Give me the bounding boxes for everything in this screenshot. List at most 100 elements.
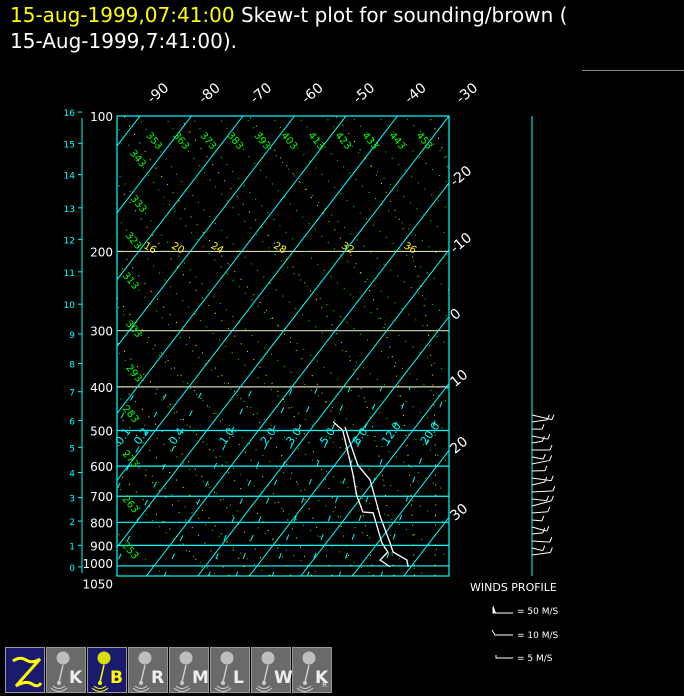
dry-adiabat-line: [137, 116, 449, 434]
isotherm-line: [0, 116, 89, 576]
moist-adiabat-line: [117, 442, 230, 576]
dewpoint-profile-line: [332, 421, 391, 568]
isotherm-label-right: 20: [447, 434, 471, 458]
wind-barb: [531, 511, 548, 514]
moist-adiabat-line: [117, 245, 333, 576]
divider-line: [582, 70, 684, 71]
wind-barb: [531, 490, 553, 493]
wind-barb-feather: [549, 455, 553, 461]
mixing-ratio-line: [380, 386, 449, 576]
title-text-line1: Skew-t plot for sounding/brown (: [234, 3, 568, 27]
pressure-label: 200: [90, 245, 113, 259]
moist-adiabat-line: [117, 341, 292, 576]
height-label: 2: [69, 518, 75, 528]
mixing-ratio-line: [306, 386, 383, 576]
dry-adiabat-line: [163, 116, 449, 404]
pressure-label: 1050: [82, 577, 113, 591]
dry-adiabat-line: [323, 116, 449, 238]
isotherm-line: [117, 116, 347, 415]
isotherm-label-right: 0: [447, 306, 464, 324]
balloon-icon: [255, 651, 275, 692]
isotherm-line: [117, 116, 398, 482]
pressure-label: 400: [90, 381, 113, 395]
dry-adiabat-label: 363: [170, 130, 191, 152]
wind-barb-feather: [547, 433, 551, 440]
moist-adiabat-line: [117, 297, 312, 576]
height-label: 12: [64, 236, 75, 246]
wind-barb-feather: [551, 414, 555, 420]
height-label: 3: [69, 495, 75, 505]
dry-adiabat-line: [117, 394, 323, 576]
balloon-icon: [173, 651, 193, 692]
z-logo-icon: [12, 656, 43, 688]
height-label: 8: [69, 361, 75, 371]
wind-barb-feather: [541, 424, 545, 430]
moist-adiabat-line: [117, 181, 354, 576]
dry-adiabat-label: 313: [120, 270, 141, 292]
wind-barb-feather: [544, 476, 548, 483]
dry-adiabat-label: 443: [387, 130, 408, 152]
mixing-ratio-label: 2.0: [258, 425, 279, 447]
moist-adiabat-label: 20: [170, 241, 187, 257]
toolbar-button-w[interactable]: W: [251, 647, 293, 693]
plot-frame: [116, 115, 450, 577]
toolbar-button-z[interactable]: Z: [5, 647, 45, 693]
dry-adiabat-label: 273: [120, 449, 141, 471]
mixing-ratio-line: [338, 386, 411, 576]
wind-barb: [531, 519, 542, 522]
isotherm-line: [117, 116, 141, 147]
toolbar-button-r[interactable]: R: [128, 647, 168, 693]
toolbar-button-b[interactable]: B: [87, 647, 127, 693]
plot-title: 15-aug-1999,07:41:00 Skew-t plot for sou…: [10, 2, 567, 54]
moist-adiabat-line: [123, 116, 374, 576]
moist-adiabat-label: 16: [142, 241, 159, 257]
wind-barb-feather: [549, 444, 553, 451]
dry-adiabat-line: [190, 116, 449, 375]
dry-adiabat-label: 333: [128, 193, 149, 215]
dry-adiabat-line: [117, 485, 218, 576]
toolbar-button-k[interactable]: K: [46, 647, 86, 693]
legend-5-label: = 5 M/S: [517, 654, 553, 664]
height-label: 14: [64, 172, 76, 182]
moist-adiabat-line: [178, 116, 395, 576]
toolbar-button-sublabel: R: [322, 681, 327, 689]
dry-adiabat-line: [117, 531, 166, 576]
dry-adiabat-line: [117, 260, 449, 559]
legend-flag-50: [493, 605, 496, 613]
wind-barb: [531, 498, 547, 502]
wind-barb-feather: [547, 506, 551, 512]
wind-barb: [531, 456, 544, 460]
height-label: 13: [64, 205, 75, 215]
moist-adiabat-label: 32: [339, 241, 356, 257]
pressure-label: 300: [90, 325, 113, 339]
toolbar-button-m[interactable]: M: [169, 647, 209, 693]
balloon-icon: [91, 651, 111, 692]
mixing-ratio-line: [163, 386, 254, 576]
wind-barb-feather: [550, 475, 554, 481]
wind-barb: [531, 435, 548, 440]
legend-10-label: = 10 M/S: [517, 631, 559, 641]
mixing-ratio-label: 8.0: [350, 425, 371, 447]
pressure-label: 1000: [82, 557, 113, 571]
toolbar-button-label: L: [233, 668, 244, 688]
temperature-profile-line: [344, 426, 409, 568]
dry-adiabat-label: 403: [279, 130, 300, 152]
height-label: 16: [64, 109, 76, 119]
wind-barb: [531, 414, 553, 421]
toolbar-button-l[interactable]: L: [210, 647, 250, 693]
wind-barb: [531, 419, 548, 423]
wind-barb: [531, 547, 543, 552]
mixing-ratio-line: [208, 386, 294, 576]
height-label: 5: [69, 444, 75, 454]
wind-barb: [531, 459, 550, 465]
height-label: 7: [69, 389, 75, 399]
dry-adiabat-label: 253: [119, 540, 140, 562]
wind-barb: [531, 440, 543, 444]
balloon-icon: [50, 651, 70, 692]
isotherm-label-top: -50: [350, 80, 378, 107]
wind-barb: [531, 540, 550, 543]
isotherm-line: [0, 116, 37, 576]
moist-adiabat-line: [248, 116, 415, 576]
